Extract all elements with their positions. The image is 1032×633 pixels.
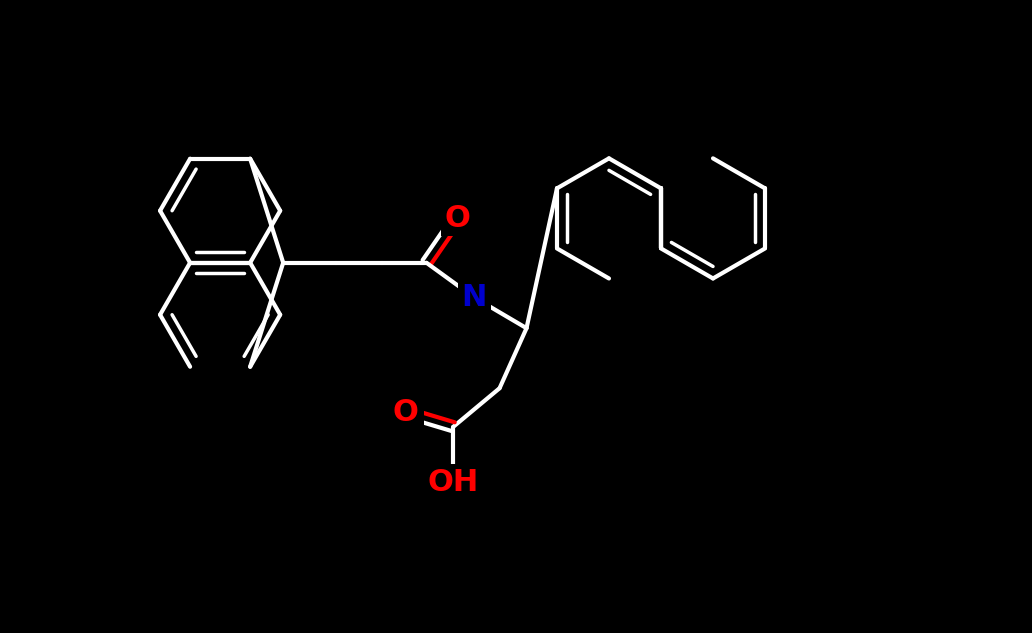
- Text: N: N: [461, 283, 487, 312]
- Text: OH: OH: [427, 468, 479, 497]
- Text: O: O: [393, 398, 419, 427]
- Text: O: O: [394, 398, 420, 427]
- Text: O: O: [444, 204, 471, 232]
